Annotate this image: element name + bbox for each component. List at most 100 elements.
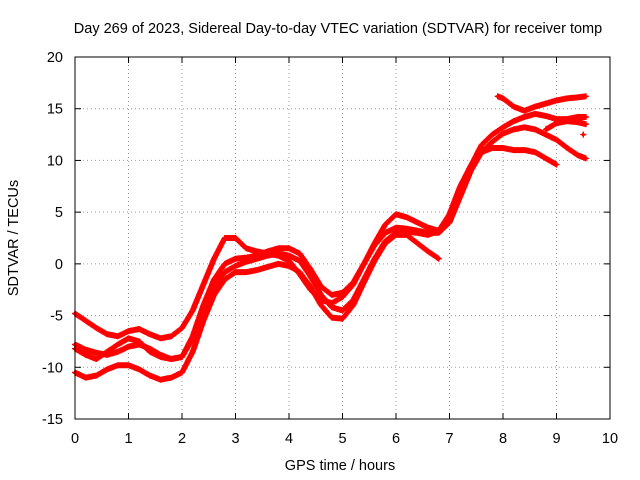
data-point [501,96,505,100]
data-point [544,101,548,106]
data-point [126,345,131,349]
data-point [244,246,248,250]
data-point [233,257,238,261]
data-point [180,326,184,330]
data-series-7 [580,131,587,138]
data-point [308,274,312,278]
data-point [501,131,505,136]
data-point [490,132,494,137]
data-point [319,293,323,297]
data-point [522,148,527,152]
data-point [233,236,238,240]
data-point [554,121,559,125]
data-point [437,257,441,261]
data-point [169,334,173,338]
data-point [405,215,409,219]
data-point [180,370,184,375]
data-point [554,98,559,103]
data-point [415,241,419,245]
data-point [233,270,238,274]
y-tick-label: 5 [55,205,63,221]
data-point [148,350,152,354]
data-point [383,231,387,235]
data-point [351,303,355,307]
data-point [159,336,163,340]
data-point [287,253,291,258]
data-series-group [72,93,589,383]
data-point [137,327,141,331]
data-point [287,246,291,250]
data-point [576,153,580,157]
data-point [351,298,355,302]
data-point [533,150,537,154]
x-tick-label: 7 [445,431,453,447]
data-point [480,143,484,147]
data-point [84,353,88,357]
data-point [447,212,452,216]
data-series-6 [542,118,589,133]
data-point [276,251,280,256]
y-axis-label: SDTVAR / TECUs [6,180,22,296]
data-point [426,226,430,230]
data-point [383,222,387,227]
y-tick-label: 0 [55,257,63,273]
axis-ticks [74,56,611,420]
data-point [223,236,227,240]
data-point [584,156,588,160]
data-point [169,357,173,361]
data-point [159,378,163,382]
data-point [480,150,484,154]
data-point [287,264,291,268]
data-point [394,212,398,216]
data-point [522,115,527,119]
x-tick-label: 1 [124,431,132,447]
data-point [330,305,334,309]
data-point [233,264,238,268]
data-point [437,229,441,233]
data-point [512,127,516,131]
data-point [126,363,131,367]
data-point [105,350,109,354]
data-point [415,231,419,235]
data-point [266,249,270,254]
data-point [94,351,98,355]
data-point [533,112,537,116]
data-point [116,350,120,354]
data-point [266,265,270,269]
data-point [496,94,500,98]
data-point [116,334,120,338]
data-point [201,282,205,287]
data-point [584,122,588,126]
y-tick-label: 20 [47,50,63,66]
data-point [362,262,366,266]
data-point [581,132,585,137]
data-point [276,246,280,250]
x-tick-label: 4 [285,431,293,447]
data-point [533,127,537,131]
data-point [191,336,195,340]
x-tick-label: 5 [338,431,346,447]
data-point [584,94,588,98]
data-series-markers [542,118,589,133]
data-point [94,357,98,361]
data-point [212,257,216,261]
data-point [319,303,323,307]
data-point [223,277,227,281]
data-point [565,146,569,150]
x-axis-label: GPS time / hours [285,458,395,474]
data-point [148,373,152,378]
data-point [544,156,548,160]
data-point [373,257,377,261]
data-point [554,117,559,121]
y-tick-label: 10 [47,153,63,169]
data-point [522,109,527,113]
data-point [298,259,302,263]
data-point [340,308,345,312]
data-point [191,308,195,312]
data-point [276,262,280,266]
data-point [94,373,98,378]
data-series-4 [72,145,560,362]
data-point [533,105,537,109]
chart-title: Day 269 of 2023, Sidereal Day-to-day VTE… [74,21,602,37]
